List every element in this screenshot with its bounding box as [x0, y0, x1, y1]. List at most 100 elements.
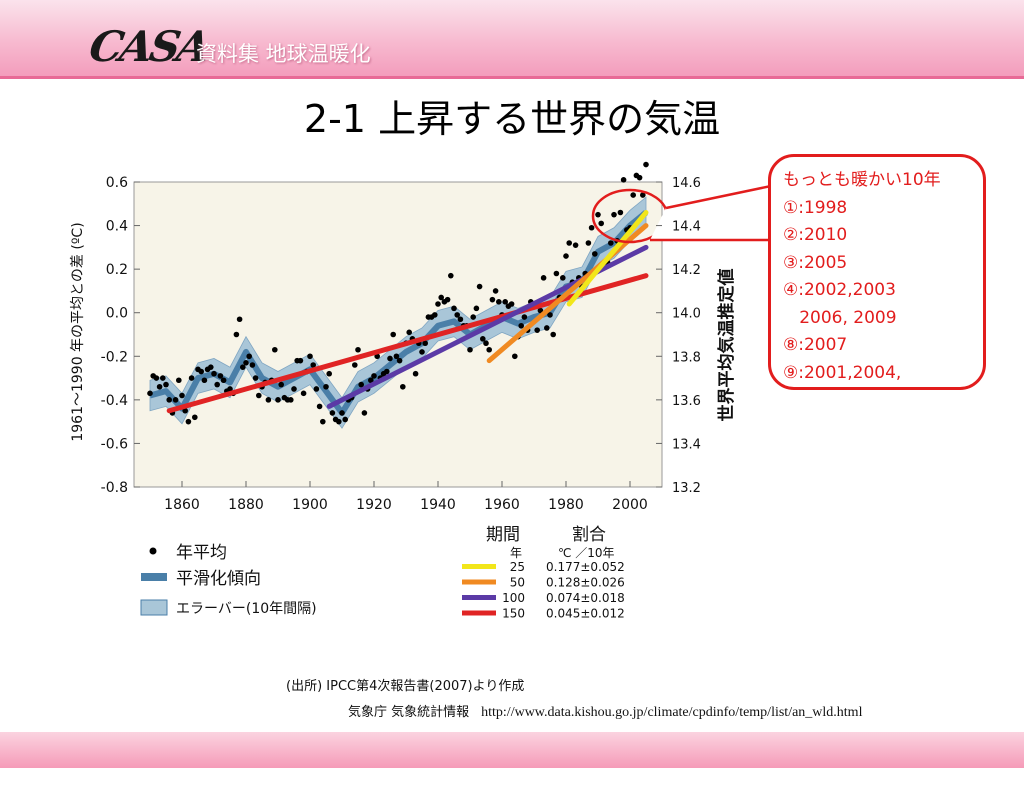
source-agency: 気象庁 気象統計情報 — [348, 705, 470, 720]
annual-point — [371, 373, 377, 379]
callout-line: ③:2005 — [783, 252, 848, 273]
annual-point — [243, 360, 249, 366]
annual-point — [374, 353, 381, 360]
table-color-swatch — [462, 595, 496, 600]
annual-point — [326, 370, 333, 377]
callout-line: ①:1998 — [783, 197, 848, 218]
annual-point — [278, 381, 285, 388]
table-period: 25 — [510, 560, 525, 574]
annual-point — [339, 410, 345, 416]
callout-line: もっとも暖かい10年 — [783, 170, 941, 190]
annual-point — [502, 299, 509, 305]
annual-point — [368, 377, 374, 384]
legend-error-label: エラーバー(10年間隔) — [176, 601, 317, 617]
annual-point — [342, 416, 349, 423]
y-right-tick-label: 13.8 — [672, 350, 701, 365]
source-note: (出所) IPCC第4次報告書(2007)より作成 気象庁 気象統計情報 http… — [286, 674, 862, 726]
trend-table-rows: 25 0.177±0.052 50 0.128±0.026 100 0.074±0.018… — [462, 560, 625, 621]
annual-point — [588, 224, 595, 231]
table-color-swatch — [462, 610, 496, 616]
y-right-tick-label: 14.0 — [672, 307, 701, 322]
annual-point — [572, 242, 579, 248]
annual-point — [291, 386, 297, 392]
annual-point — [227, 386, 233, 392]
annual-point — [486, 346, 493, 353]
trend-line-25 — [566, 210, 649, 307]
legend-smooth-label: 平滑化傾向 — [176, 569, 261, 589]
annual-point — [297, 357, 304, 364]
annual-point — [208, 364, 214, 370]
annual-point — [492, 288, 499, 294]
y-right-tick-label: 13.2 — [672, 481, 701, 496]
annual-point — [451, 305, 457, 312]
annual-point — [166, 397, 172, 403]
annual-point — [563, 253, 569, 259]
annual-point — [240, 364, 246, 370]
annual-point — [534, 327, 540, 333]
source-line-1: (出所) IPCC第4次報告書(2007)より作成 — [286, 679, 525, 694]
table-rate: 0.128±0.026 — [546, 576, 625, 590]
annual-point — [585, 240, 592, 246]
annual-point — [508, 301, 515, 307]
annual-point — [310, 362, 317, 368]
annual-point — [323, 383, 329, 390]
y-tick-label: 0.2 — [106, 262, 128, 278]
annual-point — [329, 410, 336, 416]
casa-logo: CASA — [85, 22, 212, 71]
annual-point — [553, 270, 560, 277]
annual-point — [355, 346, 361, 353]
annual-point — [361, 410, 368, 416]
table-color-swatch — [462, 564, 496, 569]
annual-point — [512, 353, 518, 360]
annual-point — [182, 407, 188, 414]
legend-dot-icon — [149, 547, 157, 555]
annual-point — [620, 177, 627, 183]
x-tick-label: 1960 — [484, 497, 520, 513]
annual-point — [537, 307, 544, 314]
table-header-period: 期間 — [486, 525, 520, 545]
annual-point — [544, 325, 550, 331]
annual-point — [640, 192, 646, 198]
y-tick-label: -0.8 — [101, 480, 128, 496]
annual-point — [220, 377, 227, 384]
x-tick-label: 1940 — [420, 497, 456, 513]
annual-point — [496, 299, 502, 305]
trend-line-50 — [486, 223, 649, 364]
annual-point — [156, 383, 163, 390]
y-tick-label: 0.4 — [106, 219, 128, 235]
annual-point — [467, 346, 473, 353]
annual-point — [617, 209, 624, 216]
x-tick-label: 2000 — [612, 497, 648, 513]
temperature-chart: 1860 1880 1900 1920 1940 1960 1980 2000 0.60.40… — [70, 161, 773, 621]
annual-point — [566, 240, 572, 246]
annual-point — [147, 390, 153, 397]
annual-point — [352, 362, 358, 368]
header-bar — [0, 0, 1024, 78]
annual-point — [406, 329, 413, 336]
table-header-rate: 割合 — [572, 525, 606, 545]
table-color-swatch — [462, 579, 496, 585]
annual-point — [608, 240, 614, 246]
annual-point — [358, 381, 365, 388]
source-line-2: 気象庁 気象統計情報 http://www.data.kishou.go.jp/c… — [286, 700, 862, 726]
annual-point — [396, 357, 403, 364]
y-tick-label: 0.6 — [106, 175, 128, 191]
y-right-tick-label: 14.4 — [672, 220, 701, 235]
y-right-tick-label: 14.6 — [672, 176, 701, 191]
annual-point — [390, 331, 397, 338]
annual-point — [255, 392, 262, 399]
annual-point — [480, 336, 486, 342]
annual-point — [265, 397, 272, 403]
annual-point — [246, 353, 252, 360]
annual-point — [163, 381, 169, 388]
annual-point — [521, 314, 528, 320]
source-url: http://www.data.kishou.go.jp/climate/cpd… — [481, 705, 863, 720]
annual-point — [412, 370, 419, 377]
annual-point — [336, 418, 342, 425]
annual-point — [435, 301, 441, 307]
annual-point — [550, 331, 556, 338]
legend-smooth-swatch — [141, 573, 167, 581]
plot-area — [133, 181, 663, 488]
annual-point — [384, 368, 390, 375]
x-tick-label: 1920 — [356, 497, 392, 513]
